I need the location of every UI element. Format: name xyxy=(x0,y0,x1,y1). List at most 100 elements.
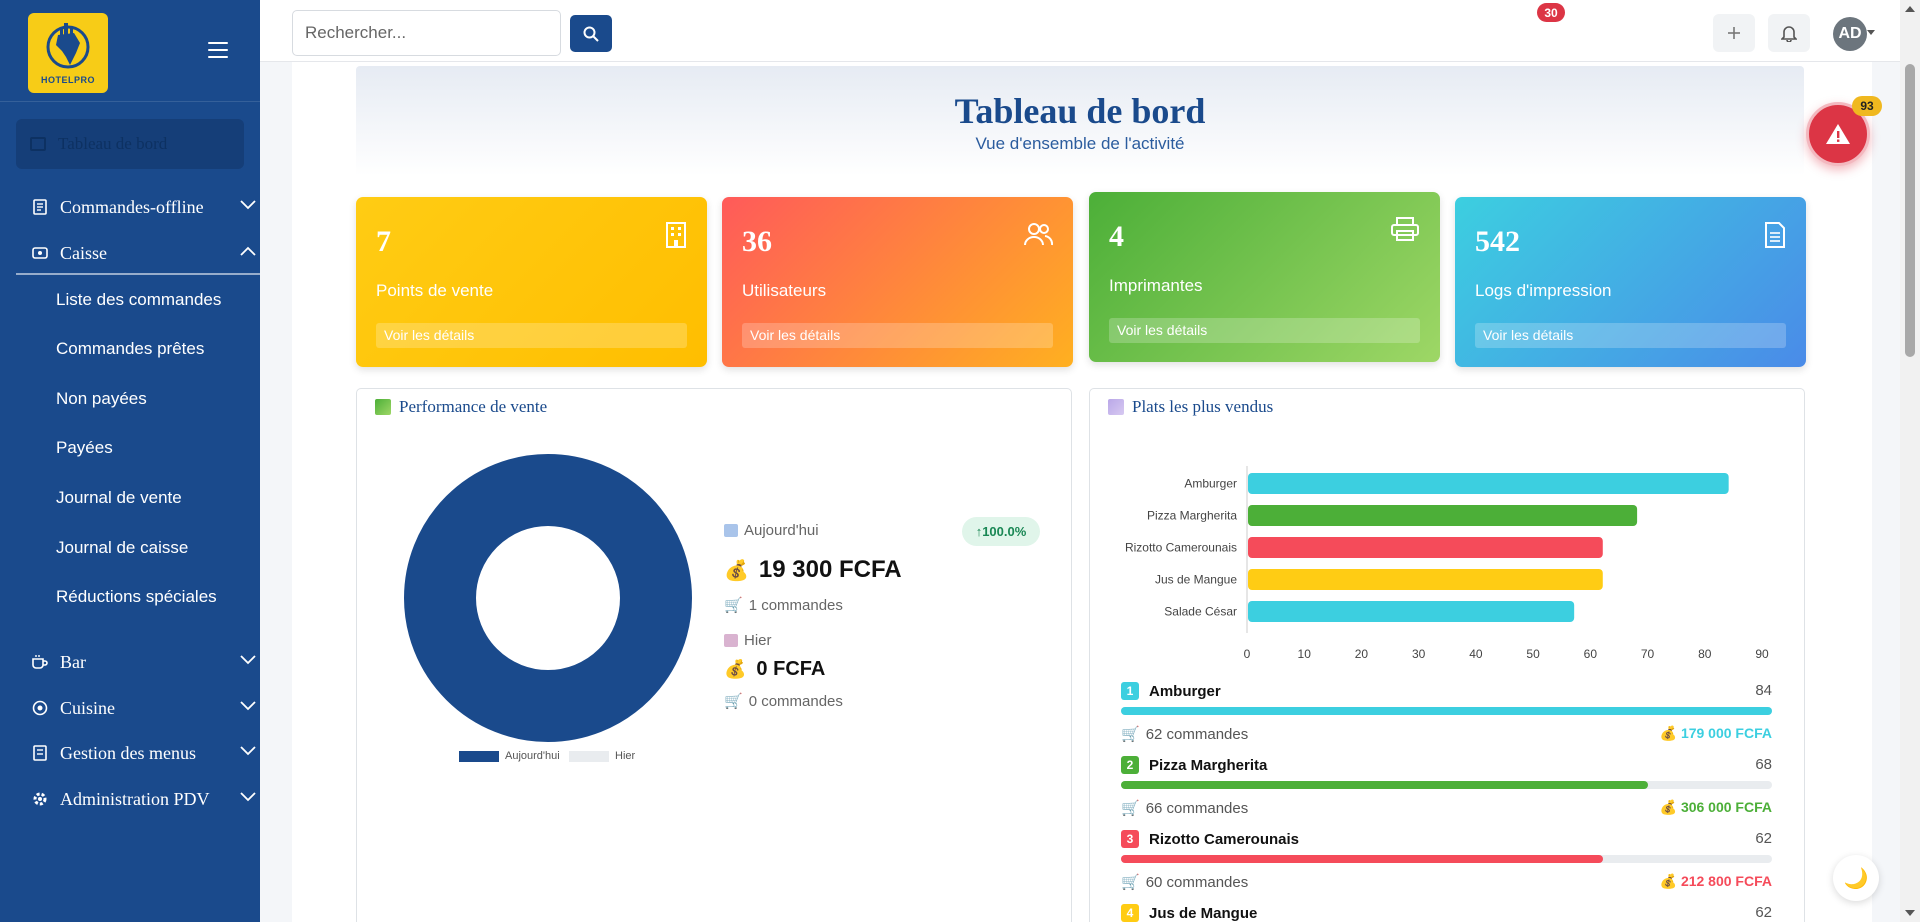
cart-icon: 🛒 xyxy=(724,597,743,614)
legend-item-hier[interactable]: Hier xyxy=(569,750,635,762)
stat-value: 542 xyxy=(1475,225,1520,258)
dish-orders: 62 commandes xyxy=(1145,725,1249,743)
sidebar-item-label: Gestion des menus xyxy=(60,742,196,763)
bell-icon xyxy=(1781,26,1797,42)
stat-card-points-de-vente: 7 Points de vente Voir les détails xyxy=(356,197,707,367)
change-badge: ↑100.0% xyxy=(962,517,1040,546)
chart-bars-icon xyxy=(724,634,738,647)
bar[interactable] xyxy=(1248,601,1575,622)
dish-amount: 💰 179 000 FCFA xyxy=(1659,725,1772,741)
legend-swatch xyxy=(569,750,609,762)
x-tick-label: 50 xyxy=(1526,647,1540,661)
sidebar-item-label: Commandes-offline xyxy=(60,196,204,217)
bar[interactable] xyxy=(1248,473,1729,494)
today-label: Aujourd'hui xyxy=(724,522,819,539)
dish-amount: 💰 212 800 FCFA xyxy=(1659,873,1772,889)
bar[interactable] xyxy=(1248,569,1603,590)
bar[interactable] xyxy=(1248,505,1638,526)
sidebar-item-label: Caisse xyxy=(60,242,107,263)
scroll-down-arrow-icon[interactable] xyxy=(1905,910,1915,916)
rank-number: 3 xyxy=(1121,830,1139,848)
donut-slice-aujourdhui[interactable] xyxy=(404,454,692,742)
scrollbar-thumb[interactable] xyxy=(1905,64,1915,357)
search-button[interactable] xyxy=(570,15,612,52)
submenu-liste-des-commandes[interactable]: Liste des commandes xyxy=(56,290,222,309)
cash-register-icon xyxy=(30,246,50,260)
user-avatar[interactable]: AD xyxy=(1833,17,1867,51)
category-label: Amburger xyxy=(1184,477,1237,491)
stat-card-logs-impression: 542 Logs d'impression Voir les détails xyxy=(1455,197,1806,367)
details-link[interactable]: Voir les détails xyxy=(376,323,687,348)
sidebar-item-tableau-de-bord[interactable]: Tableau de bord xyxy=(16,119,244,169)
dish-name: Rizotto Camerounais xyxy=(1149,830,1300,848)
x-tick-label: 0 xyxy=(1244,647,1251,661)
caret-down-icon[interactable] xyxy=(1867,30,1875,35)
rank-number: 1 xyxy=(1121,682,1139,700)
sidebar-item-bar[interactable]: Bar xyxy=(30,649,260,675)
x-tick-label: 60 xyxy=(1584,647,1598,661)
legend-item-aujourdhui[interactable]: Aujourd'hui xyxy=(459,750,560,762)
rank-progress-bar xyxy=(1121,781,1772,789)
scroll-up-arrow-icon[interactable] xyxy=(1905,6,1915,12)
hamburger-menu-icon[interactable] xyxy=(208,42,228,60)
details-link[interactable]: Voir les détails xyxy=(1109,318,1420,343)
dish-orders: 66 commandes xyxy=(1145,799,1249,817)
sidebar-item-label: Cuisine xyxy=(60,697,116,718)
submenu-journal-de-caisse[interactable]: Journal de caisse xyxy=(56,538,189,557)
page-subtitle: Vue d'ensemble de l'activité xyxy=(975,134,1185,153)
hotelpro-logo[interactable]: HOTELPRO xyxy=(28,13,108,93)
receipt-icon xyxy=(30,199,50,215)
users-icon xyxy=(1024,223,1053,246)
sidebar-item-cuisine[interactable]: Cuisine xyxy=(30,695,260,721)
category-label: Salade César xyxy=(1164,605,1237,619)
today-orders-text: 1 commandes xyxy=(748,596,843,614)
add-button[interactable] xyxy=(1713,14,1755,52)
sidebar-item-gestion-des-menus[interactable]: Gestion des menus xyxy=(30,740,260,766)
sidebar-item-caisse[interactable]: Caisse xyxy=(30,240,260,266)
money-bag-icon: 💰 xyxy=(724,559,749,582)
submenu-commandes-pretes[interactable]: Commandes prêtes xyxy=(56,339,205,358)
details-link[interactable]: Voir les détails xyxy=(742,323,1053,348)
submenu-non-payees[interactable]: Non payées xyxy=(56,389,147,408)
bar[interactable] xyxy=(1248,537,1603,558)
cart-icon: 🛒 xyxy=(724,693,743,710)
alerts-button[interactable] xyxy=(1806,102,1870,166)
stat-card-utilisateurs: 36 Utilisateurs Voir les détails xyxy=(722,197,1073,367)
stat-value: 4 xyxy=(1109,220,1124,253)
submenu-divider xyxy=(16,273,260,275)
dish-amount-text: 306 000 FCFA xyxy=(1680,799,1772,815)
ranking-item-2: 2 Pizza Margherita 68 🛒 66 commandes 💰 3… xyxy=(1121,754,1772,819)
page-title: Tableau de bord xyxy=(954,91,1206,131)
chef-icon xyxy=(30,700,50,716)
sales-donut-chart xyxy=(404,454,692,742)
dish-name: Amburger xyxy=(1149,682,1221,700)
details-link[interactable]: Voir les détails xyxy=(1475,323,1786,348)
dark-mode-toggle[interactable]: 🌙 xyxy=(1833,855,1879,901)
today-amount: 💰 19 300 FCFA xyxy=(724,556,902,584)
logo-text: HOTELPRO xyxy=(40,75,95,85)
legend-label: Hier xyxy=(615,750,636,762)
yesterday-orders-text: 0 commandes xyxy=(748,692,843,710)
sidebar-item-label: Administration PDV xyxy=(60,788,210,809)
rank-progress-bar xyxy=(1121,707,1772,715)
gear-icon xyxy=(30,790,50,808)
notifications-button[interactable] xyxy=(1768,14,1810,52)
money-bag-icon: 💰 xyxy=(724,659,747,679)
yesterday-amount-text: 0 FCFA xyxy=(756,658,826,680)
category-label: Jus de Mangue xyxy=(1155,573,1237,587)
stat-label: Points de vente xyxy=(376,281,494,300)
sidebar-item-commandes-offline[interactable]: Commandes-offline xyxy=(30,194,260,220)
dish-orders: 60 commandes xyxy=(1145,873,1249,891)
chevron-down-icon xyxy=(240,746,256,756)
rank-progress-fill xyxy=(1121,855,1603,863)
x-tick-label: 70 xyxy=(1641,647,1655,661)
submenu-reductions-speciales[interactable]: Réductions spéciales xyxy=(56,587,217,606)
stat-label: Utilisateurs xyxy=(742,281,827,300)
search-input[interactable] xyxy=(292,10,561,56)
sidebar-item-administration-pdv[interactable]: Administration PDV xyxy=(30,786,260,812)
submenu-journal-de-vente[interactable]: Journal de vente xyxy=(56,488,182,507)
submenu-payees[interactable]: Payées xyxy=(56,438,113,457)
africa-building-icon xyxy=(46,23,90,69)
card-title-text: Performance de vente xyxy=(399,397,548,416)
today-label-text: Aujourd'hui xyxy=(744,522,819,539)
